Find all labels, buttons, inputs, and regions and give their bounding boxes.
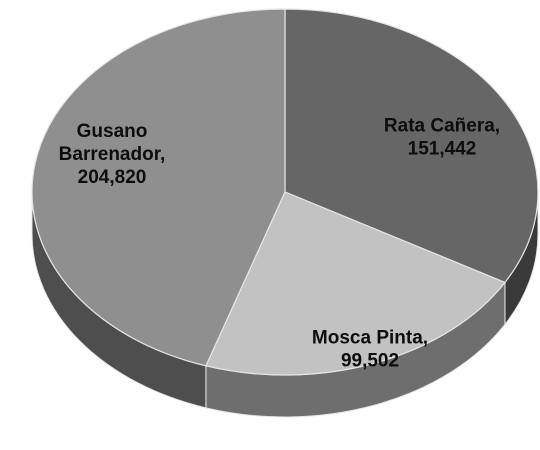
pie-slice-gusano-barrenador (31, 8, 286, 367)
pie-slice-rata-canera (284, 8, 539, 284)
pie-slices (31, 8, 539, 376)
data-labels: Rata Cañera, 151,442 Mosca Pinta, 99,502 Gus… (59, 116, 500, 372)
data-label-rata-canera: Rata Cañera, 151,442 (384, 116, 500, 160)
pie-slice-mosca-pinta (205, 191, 506, 376)
data-label-gusano-barrenador: Gusano Barrenador, 204,820 (59, 121, 166, 188)
data-label-mosca-pinta: Mosca Pinta, 99,502 (312, 328, 428, 372)
